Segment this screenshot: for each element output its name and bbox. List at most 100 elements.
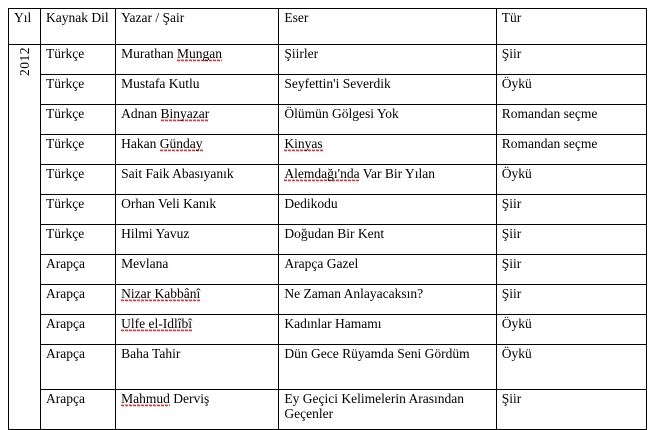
table-row: Türkçe Hilmi Yavuz Doğudan Bir Kent Şiir (9, 224, 648, 255)
cell-kaynak-dil: Türkçe (40, 104, 117, 135)
cell-eser: Kinyas (278, 134, 497, 165)
cell-yazar-sair: Sait Faik Abasıyanık (115, 164, 280, 195)
column-header-yazar-sair: Yazar / Şair (115, 8, 280, 45)
column-header-eser: Eser (278, 8, 497, 45)
work-plain: Arapça Gazel (284, 256, 359, 271)
cell-eser: Seyfettin'i Severdik (278, 74, 497, 105)
cell-eser: Dün Gece Rüyamda Seni Gördüm (278, 344, 497, 390)
table-row: Arapça Baha Tahir Dün Gece Rüyamda Seni … (9, 344, 648, 390)
table-row: Türkçe Hakan Günday Kinyas Romandan seçm… (9, 134, 648, 165)
cell-eser: Doğudan Bir Kent (278, 224, 497, 255)
author-misspelled: Mahmud (121, 391, 170, 407)
table-row: Arapça Mahmud Derviş Ey Geçici Kelimeler… (9, 389, 648, 430)
cell-tur: Şiir (495, 284, 648, 315)
cell-tur: Romandan seçme (495, 104, 648, 135)
author-misspelled: Günday (159, 136, 203, 152)
table-row: Arapça Mevlana Arapça Gazel Şiir (9, 254, 648, 285)
author-plain: Orhan Veli Kanık (121, 196, 217, 211)
table-row: 2012 Türkçe Murathan Mungan Şiirler Şiir (7, 44, 648, 430)
cell-eser: Alemdağı'nda Var Bir Yılan (278, 164, 497, 195)
cell-tur: Şiir (495, 224, 648, 255)
cell-eser: Ne Zaman Anlayacaksın? (278, 284, 497, 315)
year-cell: 2012 (7, 44, 42, 430)
cell-tur: Şiir (495, 254, 648, 285)
cell-yazar-sair: Baha Tahir (115, 344, 280, 390)
cell-yazar-sair: Hilmi Yavuz (115, 224, 280, 255)
cell-eser: Arapça Gazel (278, 254, 497, 285)
cell-kaynak-dil: Türkçe (40, 164, 117, 195)
author-misspelled: Mungan (177, 46, 223, 62)
author-plain: Sait Faik Abasıyanık (121, 166, 234, 181)
table-row: Türkçe Adnan Binyazar Ölümün Gölgesi Yok… (9, 104, 648, 135)
cell-kaynak-dil: Arapça (40, 389, 117, 430)
cell-eser: Ey Geçici Kelimelerin Arasından Geçenler (278, 389, 497, 430)
table-header: Yıl Kaynak Dil Yazar / Şair Eser Tür (7, 8, 648, 45)
author-misspelled: Binyazar (160, 106, 210, 122)
year-label: 2012 (16, 47, 32, 76)
cell-tur: Şiir (495, 389, 648, 430)
cell-kaynak-dil: Türkçe (40, 44, 117, 75)
cell-yazar-sair: Murathan Mungan (115, 44, 280, 75)
author-plain: Murathan (121, 46, 178, 61)
cell-yazar-sair: Hakan Günday (115, 134, 280, 165)
cell-tur: Şiir (495, 194, 648, 225)
work-plain: Şiirler (284, 46, 319, 61)
cell-yazar-sair: Ulfe el-Idlîbî (115, 314, 280, 345)
work-plain: Dedikodu (284, 196, 338, 211)
author-plain-after: Derviş (169, 391, 210, 406)
work-misspelled: Kinyas (284, 136, 323, 152)
cell-tur: Öykü (495, 344, 648, 390)
cell-yazar-sair: Orhan Veli Kanık (115, 194, 280, 225)
cell-yazar-sair: Mustafa Kutlu (115, 74, 280, 105)
work-plain: Ey Geçici Kelimelerin Arasından Geçenler (284, 391, 464, 421)
table-row: Türkçe Sait Faik Abasıyanık Alemdağı'nda… (9, 164, 648, 195)
cell-kaynak-dil: Türkçe (40, 194, 117, 225)
cell-yazar-sair: Mevlana (115, 254, 280, 285)
author-plain: Adnan (121, 106, 161, 121)
cell-eser: Şiirler (278, 44, 497, 75)
work-plain: Doğudan Bir Kent (284, 226, 385, 241)
column-header-yil: Yıl (7, 8, 42, 45)
column-header-tur: Tür (495, 8, 648, 45)
cell-tur: Romandan seçme (495, 134, 648, 165)
work-plain: Var Bir Yılan (359, 166, 435, 181)
cell-eser: Dedikodu (278, 194, 497, 225)
cell-kaynak-dil: Arapça (40, 314, 117, 345)
work-plain: Kadınlar Hamamı (284, 316, 382, 331)
cell-yazar-sair: Nizar Kabbânî (115, 284, 280, 315)
work-plain: Dün Gece Rüyamda Seni Gördüm (284, 346, 470, 361)
author-misspelled: Ulfe el-Idlîbî (121, 316, 193, 332)
cell-eser: Ölümün Gölgesi Yok (278, 104, 497, 135)
cell-tur: Öykü (495, 74, 648, 105)
table-header-row: Yıl Kaynak Dil Yazar / Şair Eser Tür (7, 8, 648, 45)
cell-kaynak-dil: Türkçe (40, 74, 117, 105)
work-plain: Seyfettin'i Severdik (284, 76, 391, 91)
author-plain: Mevlana (121, 256, 169, 271)
cell-tur: Öykü (495, 164, 648, 195)
table-body: 2012 Türkçe Murathan Mungan Şiirler Şiir… (7, 44, 648, 430)
table-row: Arapça Ulfe el-Idlîbî Kadınlar Hamamı Öy… (9, 314, 648, 345)
author-plain: Hakan (121, 136, 160, 151)
cell-eser: Kadınlar Hamamı (278, 314, 497, 345)
work-plain: Ölümün Gölgesi Yok (284, 106, 399, 121)
cell-yazar-sair: Mahmud Derviş (115, 389, 280, 430)
work-plain: Ne Zaman Anlayacaksın? (284, 286, 424, 301)
translated-works-table: Yıl Kaynak Dil Yazar / Şair Eser Tür 201… (7, 8, 648, 430)
cell-kaynak-dil: Arapça (40, 254, 117, 285)
table-row: Arapça Nizar Kabbânî Ne Zaman Anlayacaks… (9, 284, 648, 315)
cell-kaynak-dil: Türkçe (40, 224, 117, 255)
cell-tur: Şiir (495, 44, 648, 75)
cell-kaynak-dil: Arapça (40, 284, 117, 315)
column-header-kaynak-dil: Kaynak Dil (40, 8, 117, 45)
table-row: Türkçe Orhan Veli Kanık Dedikodu Şiir (9, 194, 648, 225)
cell-kaynak-dil: Türkçe (40, 134, 117, 165)
cell-tur: Öykü (495, 314, 648, 345)
author-plain: Mustafa Kutlu (121, 76, 200, 91)
work-misspelled: Alemdağı'nda (284, 166, 360, 182)
author-misspelled: Nizar Kabbânî (121, 286, 201, 302)
author-plain: Baha Tahir (121, 346, 181, 361)
cell-kaynak-dil: Arapça (40, 344, 117, 390)
cell-yazar-sair: Adnan Binyazar (115, 104, 280, 135)
table-row: Türkçe Mustafa Kutlu Seyfettin'i Severdi… (9, 74, 648, 105)
